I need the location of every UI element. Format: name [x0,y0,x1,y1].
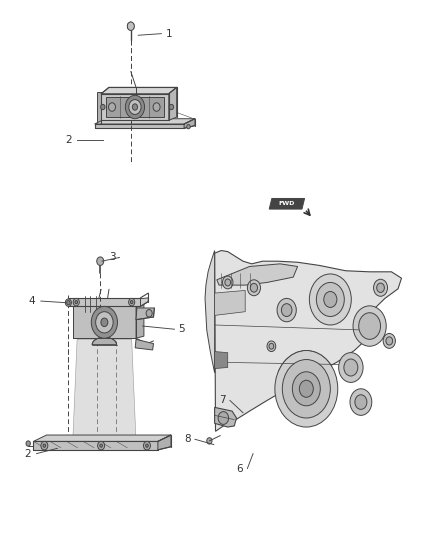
Polygon shape [135,340,153,350]
Circle shape [65,299,71,306]
Circle shape [129,298,135,306]
Polygon shape [95,124,184,128]
Circle shape [339,353,363,382]
Polygon shape [128,24,131,28]
Circle shape [131,301,133,304]
Polygon shape [33,441,158,450]
Circle shape [101,104,105,110]
Polygon shape [169,87,177,120]
Circle shape [41,441,48,450]
Polygon shape [97,92,103,123]
Circle shape [309,274,351,325]
Polygon shape [136,302,144,338]
Polygon shape [215,352,228,368]
Polygon shape [92,337,117,345]
Circle shape [324,292,337,308]
Circle shape [91,306,117,338]
Polygon shape [184,119,195,128]
Circle shape [350,389,372,415]
Polygon shape [101,94,169,120]
Polygon shape [131,24,134,28]
Circle shape [275,351,338,427]
Polygon shape [101,87,177,94]
Circle shape [98,441,105,450]
Circle shape [377,283,385,293]
Circle shape [383,334,396,349]
Text: FWD: FWD [279,201,295,206]
Circle shape [316,282,344,317]
Circle shape [267,341,276,352]
Text: 3: 3 [109,253,115,262]
Circle shape [146,444,148,447]
Circle shape [153,103,160,111]
Polygon shape [73,306,136,338]
Circle shape [269,343,274,349]
Polygon shape [131,22,134,26]
Circle shape [125,95,145,119]
Circle shape [359,313,381,340]
Circle shape [355,395,367,409]
Circle shape [218,411,229,424]
Polygon shape [215,407,237,427]
Polygon shape [68,298,141,306]
Circle shape [109,103,116,111]
Text: 2: 2 [25,449,31,458]
Polygon shape [215,290,245,316]
Polygon shape [217,264,297,285]
Circle shape [374,279,388,296]
Circle shape [26,441,30,446]
Circle shape [386,337,392,345]
Polygon shape [33,435,171,441]
Circle shape [292,372,320,406]
Circle shape [281,304,292,317]
Polygon shape [166,92,173,123]
Text: 5: 5 [179,324,185,334]
Circle shape [187,125,190,129]
Circle shape [95,312,113,333]
Circle shape [353,306,386,346]
Polygon shape [95,119,195,124]
Circle shape [299,380,313,397]
Circle shape [67,301,70,305]
Circle shape [277,298,296,322]
Circle shape [251,284,258,292]
Polygon shape [128,26,131,30]
Circle shape [100,444,102,447]
Circle shape [73,298,79,306]
Polygon shape [136,308,154,320]
Polygon shape [128,22,131,26]
Circle shape [344,359,358,376]
Circle shape [283,360,330,418]
Circle shape [101,318,108,327]
Circle shape [132,104,138,110]
Polygon shape [158,435,171,450]
Circle shape [144,441,150,450]
Circle shape [146,310,152,317]
Circle shape [129,100,141,115]
Text: 8: 8 [184,434,191,445]
Circle shape [247,280,261,296]
Circle shape [169,104,173,110]
Circle shape [223,276,233,289]
Polygon shape [131,26,134,30]
Text: 7: 7 [219,395,226,406]
Text: 2: 2 [65,135,72,145]
Polygon shape [73,340,136,441]
Polygon shape [205,251,215,373]
Polygon shape [68,298,148,306]
Circle shape [43,444,46,447]
Circle shape [97,257,104,265]
Polygon shape [269,198,304,209]
Text: 6: 6 [237,464,243,473]
Text: 1: 1 [166,29,172,39]
Polygon shape [73,302,144,306]
Circle shape [207,438,212,444]
Polygon shape [215,251,402,431]
Circle shape [75,301,78,304]
Circle shape [127,22,134,30]
Text: 4: 4 [29,296,35,306]
Polygon shape [106,97,163,117]
Circle shape [225,279,231,286]
